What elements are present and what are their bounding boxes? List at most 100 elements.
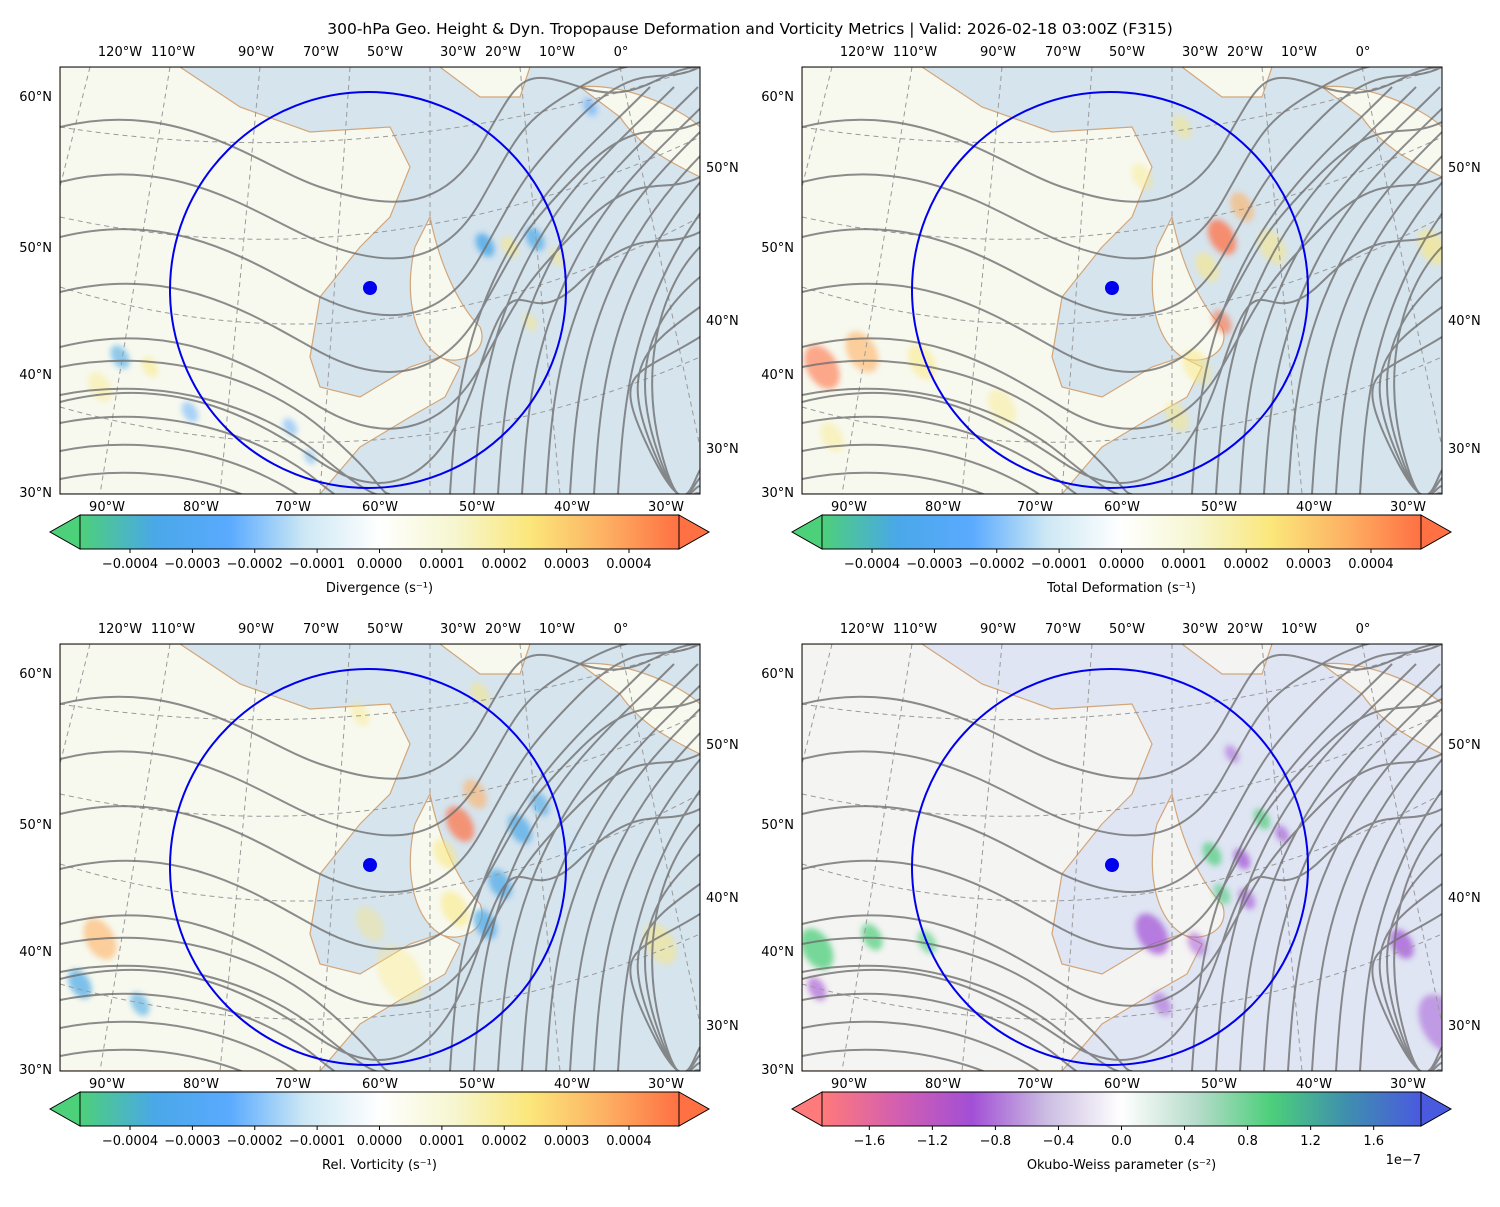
field-cell xyxy=(1187,932,1207,956)
colorbar-extend-high xyxy=(1420,1091,1453,1127)
height-contour xyxy=(802,698,1442,950)
height-contour xyxy=(60,644,700,837)
height-contour xyxy=(60,1048,390,1071)
top-lon-label: 10°W xyxy=(1281,45,1317,60)
top-lon-label: 20°W xyxy=(485,622,521,637)
top-lon-label: 0° xyxy=(614,622,629,637)
height-contour xyxy=(521,107,700,494)
height-contour xyxy=(593,181,700,494)
right-lat-label: 50°N xyxy=(1448,161,1481,176)
land-coastline xyxy=(1181,67,1273,98)
map-figure: 120°W 110°W 90°W 70°W 50°W 30°W 20°W 10°W 0° 90°W… xyxy=(761,45,1482,596)
height-contour xyxy=(60,415,390,494)
radius-circle xyxy=(911,91,1309,489)
bottom-lon-label: 90°W xyxy=(89,1077,125,1092)
field-shading xyxy=(802,745,1442,1054)
height-contour xyxy=(636,883,700,1071)
top-lon-label: 110°W xyxy=(151,45,195,60)
top-lon-label: 110°W xyxy=(151,622,195,637)
radius-circle xyxy=(169,668,567,1066)
left-lat-label: 30°N xyxy=(761,1063,794,1078)
field-cell xyxy=(488,869,512,899)
parallel-line xyxy=(60,67,700,144)
parallel-line xyxy=(60,216,700,325)
top-lon-label: 20°W xyxy=(1227,45,1263,60)
height-contour xyxy=(1335,758,1442,1071)
parallel-line xyxy=(60,644,700,721)
top-lon-label: 110°W xyxy=(893,45,937,60)
field-cell xyxy=(1131,163,1153,191)
height-contour xyxy=(802,644,1442,780)
colorbar-gradient xyxy=(822,1092,1421,1126)
top-lon-label: 110°W xyxy=(893,622,937,637)
height-contour xyxy=(497,663,699,1071)
height-contour xyxy=(1393,823,1442,1071)
field-cell xyxy=(1172,115,1192,139)
height-contour xyxy=(802,1020,1132,1071)
right-lat-label: 40°N xyxy=(706,891,739,906)
top-lon-label: 70°W xyxy=(1045,622,1081,637)
map-area[interactable] xyxy=(794,641,1482,1131)
left-lat-label: 40°N xyxy=(19,945,52,960)
right-lat-label: 40°N xyxy=(1448,891,1481,906)
field-cell xyxy=(355,906,385,942)
height-contour xyxy=(1359,211,1442,494)
colorbar-tick-label: −0.0003 xyxy=(164,557,220,572)
bottom-lon-label: 50°W xyxy=(459,1077,495,1092)
height-contour xyxy=(644,276,700,494)
bottom-lon-label: 70°W xyxy=(275,1077,311,1092)
right-lat-label: 40°N xyxy=(706,314,739,329)
height-contour xyxy=(802,471,1132,494)
colorbar: −0.0004 −0.0003 −0.0002 −0.0001 0.0000 0.0001… xyxy=(790,514,1453,596)
bottom-lon-label: 90°W xyxy=(89,500,125,515)
top-lon-label: 50°W xyxy=(367,45,403,60)
radius-circle xyxy=(169,91,567,489)
colorbar-gradient xyxy=(80,1092,679,1126)
map-area[interactable] xyxy=(797,64,1482,554)
map-frame xyxy=(59,643,701,1072)
height-contour xyxy=(1263,684,1442,1071)
top-lon-label: 10°W xyxy=(1281,622,1317,637)
height-contour xyxy=(60,644,700,894)
land-coastline xyxy=(439,644,531,675)
height-contour xyxy=(449,663,651,1071)
field-cell xyxy=(1195,252,1219,282)
top-lon-label: 10°W xyxy=(539,45,575,60)
colorbar-tick-label: 0.0003 xyxy=(1286,557,1332,572)
height-contour xyxy=(1378,306,1442,494)
height-contour xyxy=(569,154,700,494)
colorbar-tick-label: 0.0001 xyxy=(1161,557,1207,572)
colorbar: −0.0004 −0.0003 −0.0002 −0.0001 0.0000 0.0001… xyxy=(48,514,711,596)
map-area[interactable] xyxy=(59,641,740,1131)
height-contour xyxy=(545,130,700,494)
top-lon-label: 30°W xyxy=(1182,622,1218,637)
height-contour xyxy=(1239,86,1441,494)
map-area[interactable] xyxy=(59,64,740,554)
left-lat-label: 50°N xyxy=(761,818,794,833)
height-contour xyxy=(60,698,700,950)
height-contour xyxy=(60,359,391,494)
colorbar-tick-label: −0.0004 xyxy=(102,557,158,572)
height-contour xyxy=(60,644,700,780)
land-coastline xyxy=(409,215,483,361)
bottom-lon-label: 30°W xyxy=(648,500,684,515)
map-figure: 120°W 110°W 90°W 70°W 50°W 30°W 20°W 10°W 0° 90°W… xyxy=(19,622,740,1173)
top-lon-label: 0° xyxy=(614,45,629,60)
colorbar-tick-label: −0.0002 xyxy=(969,557,1025,572)
meridian-line xyxy=(619,644,700,1025)
top-lon-label: 90°W xyxy=(238,45,274,60)
map-frame xyxy=(59,66,701,495)
height-contours xyxy=(802,644,1442,1071)
height-contour xyxy=(629,913,700,1071)
panel-total-deformation: 120°W 110°W 90°W 70°W 50°W 30°W 20°W 10°W 0° 90°W… xyxy=(742,40,1482,630)
height-contour xyxy=(1287,707,1442,1071)
field-cell xyxy=(440,891,470,927)
colorbar-tick-label: 0.0003 xyxy=(544,1134,590,1149)
colorbar-label: Rel. Vorticity (s⁻¹) xyxy=(322,1158,437,1173)
top-lon-label: 30°W xyxy=(440,622,476,637)
height-contour xyxy=(1311,154,1442,494)
height-contour xyxy=(802,753,1442,1007)
height-contour xyxy=(802,121,1442,373)
left-lat-label: 30°N xyxy=(19,1063,52,1078)
land-coastline xyxy=(60,644,461,1071)
